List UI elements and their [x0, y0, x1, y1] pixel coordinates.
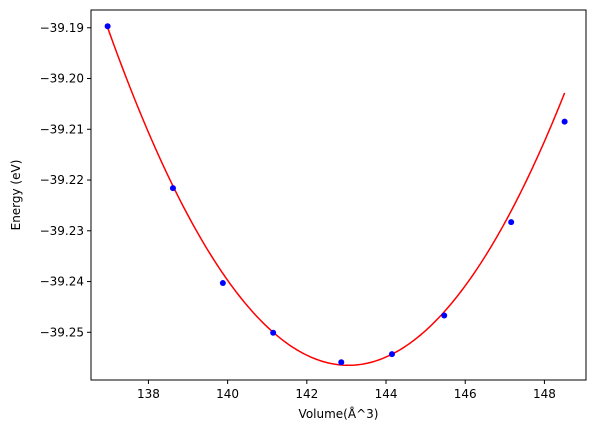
- data-point: [441, 312, 448, 319]
- y-tick-label: −39.21: [40, 122, 84, 136]
- x-tick-label: 144: [375, 387, 398, 401]
- y-axis-ticks: −39.19 −39.20 −39.21 −39.22 −39.23 −39.24 −39.…: [40, 21, 91, 339]
- data-point: [104, 23, 111, 30]
- x-tick-label: 138: [137, 387, 160, 401]
- x-axis-label: Volume(Å^3): [299, 406, 379, 421]
- data-points-layer: [104, 23, 568, 366]
- data-point: [508, 219, 515, 226]
- y-tick-label: −39.25: [40, 325, 84, 339]
- x-tick-label: 142: [295, 387, 318, 401]
- x-axis-ticks: 138 140 142 144 146 148: [137, 380, 556, 401]
- data-point: [388, 351, 395, 358]
- data-point: [338, 359, 345, 366]
- fit-curve-line: [106, 27, 566, 367]
- x-tick-label: 148: [533, 387, 556, 401]
- y-axis-label: Energy (eV): [9, 160, 23, 231]
- data-point: [169, 185, 176, 192]
- y-tick-label: −39.23: [40, 224, 84, 238]
- y-tick-label: −39.22: [40, 173, 84, 187]
- y-tick-label: −39.19: [40, 21, 84, 35]
- y-tick-label: −39.24: [40, 275, 84, 289]
- fit-curve-layer: [106, 27, 566, 367]
- plot-area-frame: [90, 9, 587, 381]
- y-tick-label: −39.20: [40, 72, 84, 86]
- x-tick-label: 140: [216, 387, 239, 401]
- data-point: [219, 280, 226, 287]
- data-point: [561, 118, 568, 125]
- x-tick-label: 146: [454, 387, 477, 401]
- data-point: [270, 329, 277, 336]
